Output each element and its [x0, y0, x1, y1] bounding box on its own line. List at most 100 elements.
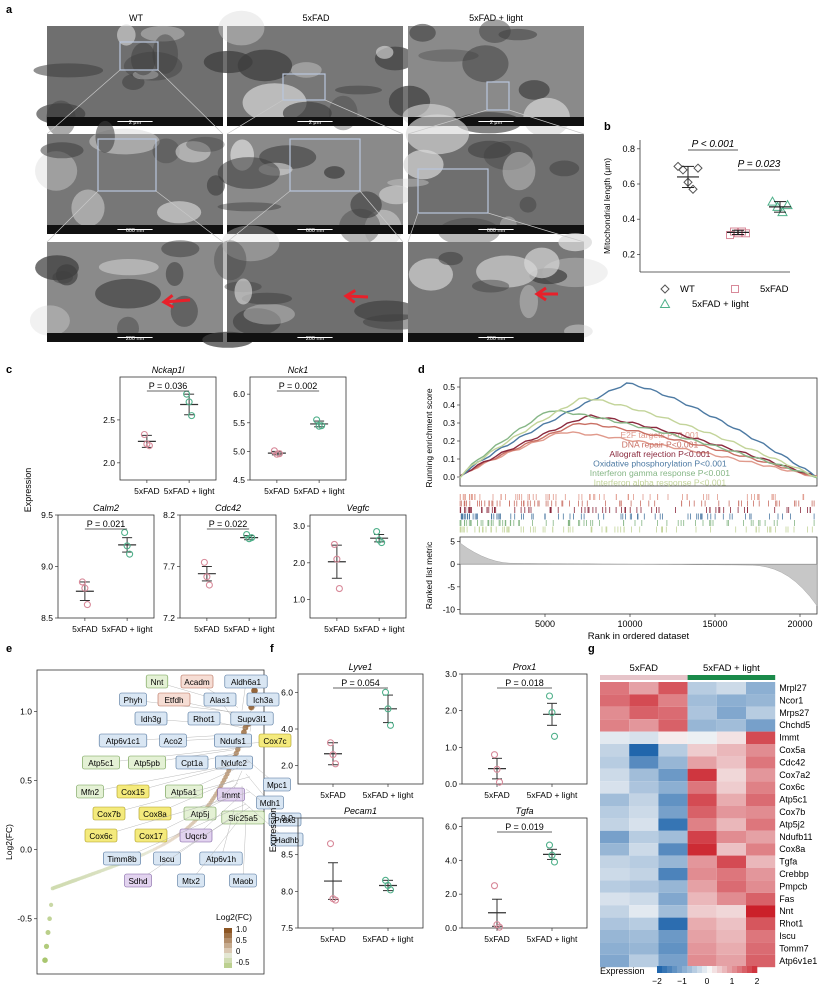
- group-label: 5xFAD: [324, 624, 350, 634]
- legend-swatch: [657, 966, 663, 973]
- x-tick-label: 10000: [617, 619, 642, 629]
- y-tick-label: 7.7: [163, 562, 175, 572]
- micrograph-texture: [237, 49, 293, 82]
- gene-label: Cox15: [121, 788, 145, 797]
- data-point: [123, 542, 131, 550]
- expression-dot-plot: 0.0 2.0 4.0 6.0 Tgfa 5xFAD 5xFAD + light P = 0.…: [445, 806, 588, 944]
- gene-label-box: [159, 733, 187, 748]
- group-label: 5xFAD + light: [363, 934, 414, 944]
- heatmap-cell: [629, 942, 659, 955]
- gene-label-box: [183, 806, 217, 821]
- micrograph-texture: [40, 142, 84, 159]
- heatmap-cell: [658, 942, 688, 955]
- data-point: [185, 398, 193, 406]
- gene-label-box: [92, 806, 126, 821]
- heatmap-cell: [600, 818, 630, 831]
- heatmap-cell: [600, 793, 630, 806]
- y-tick-label: 1.0: [20, 706, 32, 716]
- heatmap-cell: [600, 905, 630, 918]
- gene-label: Supv3l1: [237, 715, 267, 724]
- data-point: [83, 601, 91, 609]
- gene-label: Ndufc2: [221, 759, 247, 768]
- heatmap-cell: [658, 682, 688, 695]
- y-tick-label: 5.5: [233, 418, 245, 428]
- expression-dot-plot: 4.5 5.0 5.5 6.0 Nck1 5xFAD 5xFAD + light P = 0.…: [233, 365, 347, 496]
- y-tick-label: 0.4: [622, 214, 635, 224]
- row-label: Mrpl27: [779, 683, 807, 693]
- row-label: Cox8a: [779, 844, 805, 854]
- micrograph-texture: [519, 284, 538, 319]
- gene-set-label: Interferon gamma response P<0.001: [590, 468, 730, 478]
- gene-title: Vegfc: [347, 503, 370, 513]
- gene-label-box: [76, 784, 104, 799]
- y-tick-label: 8.0: [281, 886, 293, 896]
- micrograph-texture: [387, 178, 429, 187]
- legend-tick-label: −1: [677, 976, 687, 986]
- legend-swatch: [717, 966, 723, 973]
- gene-point: [42, 957, 48, 963]
- row-label: Atp5j2: [779, 819, 805, 829]
- micrograph-texture: [290, 62, 322, 78]
- legend-swatch: [722, 966, 728, 973]
- legend-swatch: [707, 966, 713, 973]
- micrograph-texture: [140, 25, 185, 42]
- heatmap-cell: [716, 682, 746, 695]
- heatmap-cell: [716, 756, 746, 769]
- gene-label: Mtx2: [182, 877, 200, 886]
- micrograph-texture: [95, 120, 115, 153]
- micrograph-texture: [518, 80, 550, 100]
- gene-label: Cox7b: [97, 810, 121, 819]
- micrograph-texture: [350, 191, 382, 219]
- heatmap-cell: [629, 954, 659, 968]
- heatmap-cell: [600, 868, 630, 881]
- row-label: Cox5a: [779, 745, 805, 755]
- gene-label-box: [203, 692, 237, 707]
- heatmap-cell: [658, 768, 688, 782]
- row-label: Cox7a2: [779, 770, 810, 780]
- gene-label: Acadm: [184, 678, 210, 687]
- y-tick-label: 2.0: [293, 558, 305, 568]
- gene-label-box: [177, 873, 205, 888]
- data-point: [495, 923, 504, 931]
- gene-label: Idh3g: [141, 715, 162, 724]
- heatmap-cell: [687, 954, 717, 968]
- gene-point: [45, 930, 51, 935]
- heatmap-cell: [716, 793, 746, 806]
- group-label: 5xFAD + light: [354, 624, 405, 634]
- data-point: [81, 584, 89, 592]
- gene-title: Nck1: [288, 365, 309, 375]
- row-label: Cox7b: [779, 807, 805, 817]
- micrograph-texture: [29, 305, 70, 336]
- micrograph-texture: [408, 258, 453, 291]
- group-label: 5xFAD: [320, 934, 346, 944]
- heatmap-cell: [687, 768, 717, 782]
- red-arrow-head: [343, 289, 357, 304]
- data-point: [335, 585, 343, 593]
- heatmap-cell: [629, 855, 659, 868]
- gene-label: Aco2: [164, 737, 183, 746]
- scale-bar-label: 600 nm: [306, 228, 325, 234]
- p-value-label: P = 0.019: [505, 822, 544, 832]
- legend-tick-label: 0.5: [236, 936, 248, 945]
- panel-letter-e: e: [6, 643, 12, 655]
- data-point: [495, 778, 504, 786]
- gene-set-label: Interferon alpha response P<0.001: [594, 478, 727, 488]
- data-point: [203, 573, 211, 581]
- data-point: [548, 708, 556, 717]
- y-tick-label: 0.3: [443, 418, 455, 428]
- y-tick-label: 4.0: [281, 724, 293, 734]
- heatmap-cell: [746, 905, 776, 918]
- y-tick-label: 0.0: [20, 845, 32, 855]
- expression-dot-plot: 7.5 8.0 8.5 9.0 Pecam1 5xFAD 5xFAD + light: [281, 806, 424, 944]
- scale-bar-label: 200 nm: [126, 336, 145, 342]
- panel-g-heatmap: 5xFAD 5xFAD + light Mrpl27 Ncor1 Mrps27 Chchd…: [600, 663, 817, 986]
- row-label: Atp6v1e1: [779, 956, 817, 966]
- data-point: [490, 882, 499, 890]
- y-tick-label: 6.0: [445, 821, 457, 831]
- heatmap-cell: [687, 855, 717, 868]
- micrograph-texture: [165, 262, 184, 286]
- gene-label: Cox7c: [263, 737, 286, 746]
- gene-label-box: [157, 692, 191, 707]
- heatmap-cell: [716, 942, 746, 955]
- legend-entry: 5xFAD + light: [692, 299, 749, 310]
